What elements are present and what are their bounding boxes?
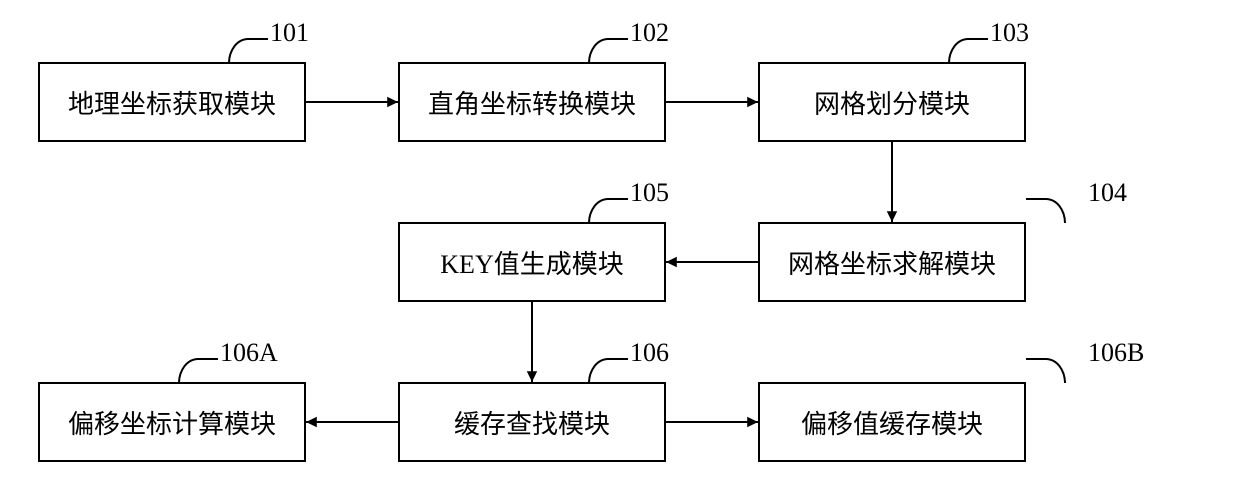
node-tag-text: 101 [270,18,309,47]
node-tag-n106B: 106B [1088,338,1144,368]
node-text: KEY值生成模块 [440,244,623,281]
node-n106A: 偏移坐标计算模块 [38,382,306,462]
leader-n106B [1026,358,1066,383]
node-tag-n103: 103 [990,18,1029,48]
leader-n105 [588,198,628,223]
node-text: 地理坐标获取模块 [68,84,276,121]
node-tag-n106: 106 [630,338,669,368]
edge-arrow [880,130,904,234]
node-tag-n106A: 106A [220,338,278,368]
node-text: 网格划分模块 [814,84,970,121]
node-text: 偏移坐标计算模块 [68,404,276,441]
node-tag-text: 103 [990,18,1029,47]
leader-n101 [228,38,268,63]
leader-n106A [178,358,218,383]
leader-n102 [588,38,628,63]
edge-arrow [294,90,410,114]
node-n104: 网格坐标求解模块 [758,222,1026,302]
node-tag-n102: 102 [630,18,669,48]
node-tag-n105: 105 [630,178,669,208]
edge-arrow [520,290,544,394]
edge-arrow [654,410,770,434]
edge-arrow [654,90,770,114]
node-n101: 地理坐标获取模块 [38,62,306,142]
node-tag-text: 106A [220,338,278,367]
node-text: 网格坐标求解模块 [788,244,996,281]
node-tag-text: 106B [1088,338,1144,367]
edge-arrow [654,250,770,274]
node-tag-n104: 104 [1088,178,1127,208]
node-tag-text: 106 [630,338,669,367]
node-tag-n101: 101 [270,18,309,48]
leader-n103 [948,38,988,63]
node-tag-text: 104 [1088,178,1127,207]
node-text: 偏移值缓存模块 [801,404,983,441]
node-tag-text: 105 [630,178,669,207]
edge-arrow [294,410,410,434]
node-text: 直角坐标转换模块 [428,84,636,121]
node-n106: 缓存查找模块 [398,382,666,462]
leader-n104 [1026,198,1066,223]
node-tag-text: 102 [630,18,669,47]
leader-n106 [588,358,628,383]
node-n102: 直角坐标转换模块 [398,62,666,142]
node-n106B: 偏移值缓存模块 [758,382,1026,462]
node-text: 缓存查找模块 [454,404,610,441]
